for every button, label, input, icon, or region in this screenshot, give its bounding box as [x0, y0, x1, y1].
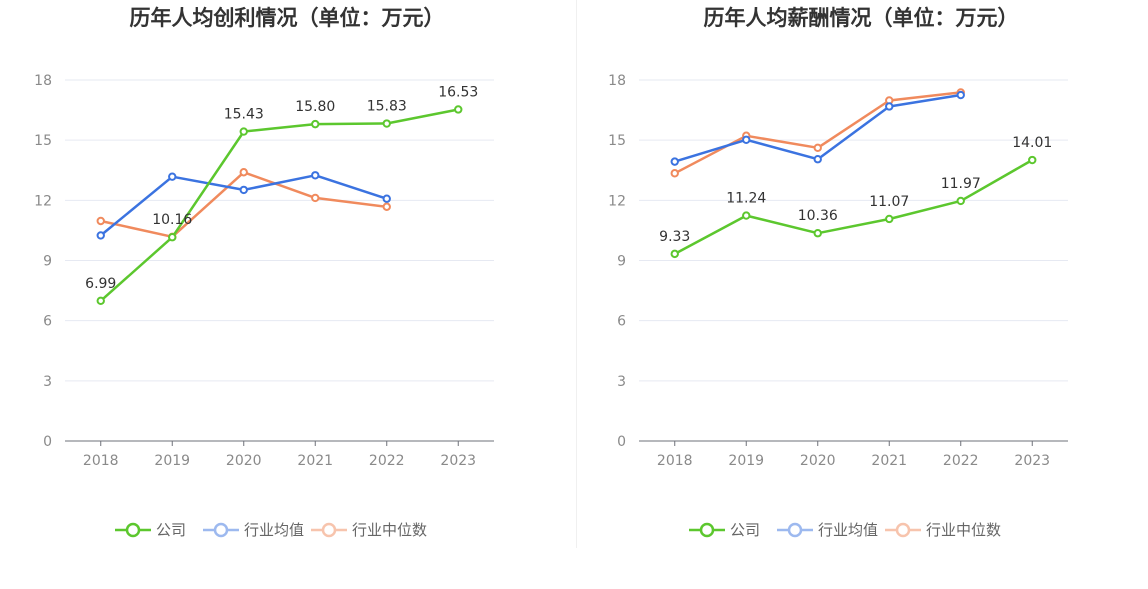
legend-marker [321, 522, 337, 538]
salary-line-chart: 历年人均薪酬情况（单位：万元） 0 3 6 9 12 15 18 2018 2019 2020 202… [608, 6, 1068, 539]
legend-item-2[interactable]: 行业中位数 [311, 521, 427, 539]
legend-label: 公司 [156, 521, 186, 539]
data-label: 10.16 [152, 212, 192, 228]
legend-marker [895, 522, 911, 538]
data-point[interactable] [239, 127, 248, 136]
series-line-0 [674, 158, 1033, 256]
y-tick-label: 9 [43, 254, 52, 270]
data-point[interactable] [813, 155, 822, 164]
data-point[interactable] [168, 233, 177, 242]
legend-label: 行业中位数 [352, 521, 427, 539]
data-point[interactable] [239, 168, 248, 177]
y-tick-label: 0 [43, 434, 52, 450]
data-point[interactable] [1028, 155, 1037, 165]
data-point[interactable] [813, 143, 822, 152]
y-tick-label: 3 [617, 374, 626, 390]
legend-label: 行业中位数 [926, 521, 1001, 539]
data-label: 9.33 [659, 229, 690, 245]
legend-label: 行业均值 [244, 521, 304, 539]
data-label: 11.24 [726, 191, 766, 207]
series-line-0 [99, 108, 459, 302]
x-tick-label: 2021 [297, 453, 333, 469]
legend-item-0[interactable]: 公司 [689, 521, 760, 539]
x-tick-label: 2020 [800, 453, 836, 469]
data-point[interactable] [885, 214, 894, 224]
legend-marker [787, 522, 803, 538]
chart-title: 历年人均薪酬情况（单位：万元） [704, 6, 1019, 30]
data-label: 14.01 [1012, 135, 1052, 151]
y-tick-label: 18 [34, 73, 52, 89]
data-point[interactable] [670, 169, 679, 178]
data-point[interactable] [239, 185, 248, 195]
data-point[interactable] [311, 171, 320, 180]
y-tick-label: 15 [34, 133, 52, 149]
data-point[interactable] [742, 211, 751, 220]
data-point[interactable] [382, 194, 391, 203]
data-point[interactable] [311, 193, 320, 203]
x-tick-label: 2022 [943, 453, 979, 469]
data-label: 10.36 [798, 208, 838, 224]
legend-marker [699, 522, 715, 538]
y-tick-label: 6 [617, 314, 626, 330]
legend-marker [213, 522, 229, 538]
series-line-2 [100, 171, 387, 239]
data-label: 6.99 [85, 276, 116, 292]
data-point[interactable] [96, 216, 105, 226]
x-tick-label: 2023 [1014, 453, 1050, 469]
legend-item-1[interactable]: 行业均值 [203, 521, 304, 539]
salary-chart-panel: 历年人均薪酬情况（单位：万元） 0 3 6 9 12 15 18 2018 2019 2020 202… [574, 0, 1148, 589]
profit-line-chart: 历年人均创利情况（单位：万元） 0 3 6 9 12 15 18 2018 2019 2020 202… [34, 6, 494, 539]
legend-marker [125, 522, 141, 538]
data-point[interactable] [885, 102, 894, 111]
data-point[interactable] [956, 90, 965, 100]
data-label: 15.43 [224, 107, 264, 123]
data-point[interactable] [96, 231, 105, 240]
y-tick-label: 18 [608, 73, 626, 89]
x-tick-label: 2019 [728, 453, 764, 469]
panel-divider [576, 0, 577, 548]
x-tick-label: 2018 [657, 453, 693, 469]
legend-item-2[interactable]: 行业中位数 [885, 521, 1001, 539]
y-tick-label: 15 [608, 133, 626, 149]
chart-title: 历年人均创利情况（单位：万元） [130, 6, 445, 30]
data-label: 11.97 [941, 176, 981, 192]
x-tick-label: 2020 [226, 453, 262, 469]
legend-item-1[interactable]: 行业均值 [777, 521, 878, 539]
legend-label: 公司 [730, 521, 760, 539]
series-line-1 [100, 174, 388, 237]
y-tick-label: 12 [608, 193, 626, 209]
x-tick-label: 2023 [440, 453, 476, 469]
data-point[interactable] [454, 105, 463, 114]
profit-chart-panel: 历年人均创利情况（单位：万元） 0 3 6 9 12 15 18 2018 2019 2020 202… [34, 6, 494, 539]
data-point[interactable] [96, 296, 105, 306]
legend-label: 行业均值 [818, 521, 878, 539]
y-tick-label: 6 [43, 314, 52, 330]
data-point[interactable] [168, 172, 177, 181]
x-tick-label: 2022 [369, 453, 405, 469]
data-point[interactable] [956, 196, 965, 206]
data-point[interactable] [670, 249, 679, 259]
data-label: 15.80 [295, 99, 335, 115]
x-tick-label: 2021 [871, 453, 907, 469]
y-tick-label: 12 [34, 193, 52, 209]
data-point[interactable] [382, 119, 391, 128]
data-point[interactable] [311, 119, 320, 129]
data-point[interactable] [742, 135, 751, 144]
data-point[interactable] [813, 229, 822, 238]
data-label: 15.83 [367, 99, 407, 115]
data-label: 16.53 [438, 84, 478, 100]
y-tick-label: 9 [617, 254, 626, 270]
x-tick-label: 2018 [83, 453, 119, 469]
y-tick-label: 0 [617, 434, 626, 450]
data-point[interactable] [382, 202, 391, 211]
data-point[interactable] [670, 157, 679, 166]
x-tick-label: 2019 [154, 453, 190, 469]
legend-item-0[interactable]: 公司 [115, 521, 186, 539]
data-label: 11.07 [869, 194, 909, 210]
y-tick-label: 3 [43, 374, 52, 390]
